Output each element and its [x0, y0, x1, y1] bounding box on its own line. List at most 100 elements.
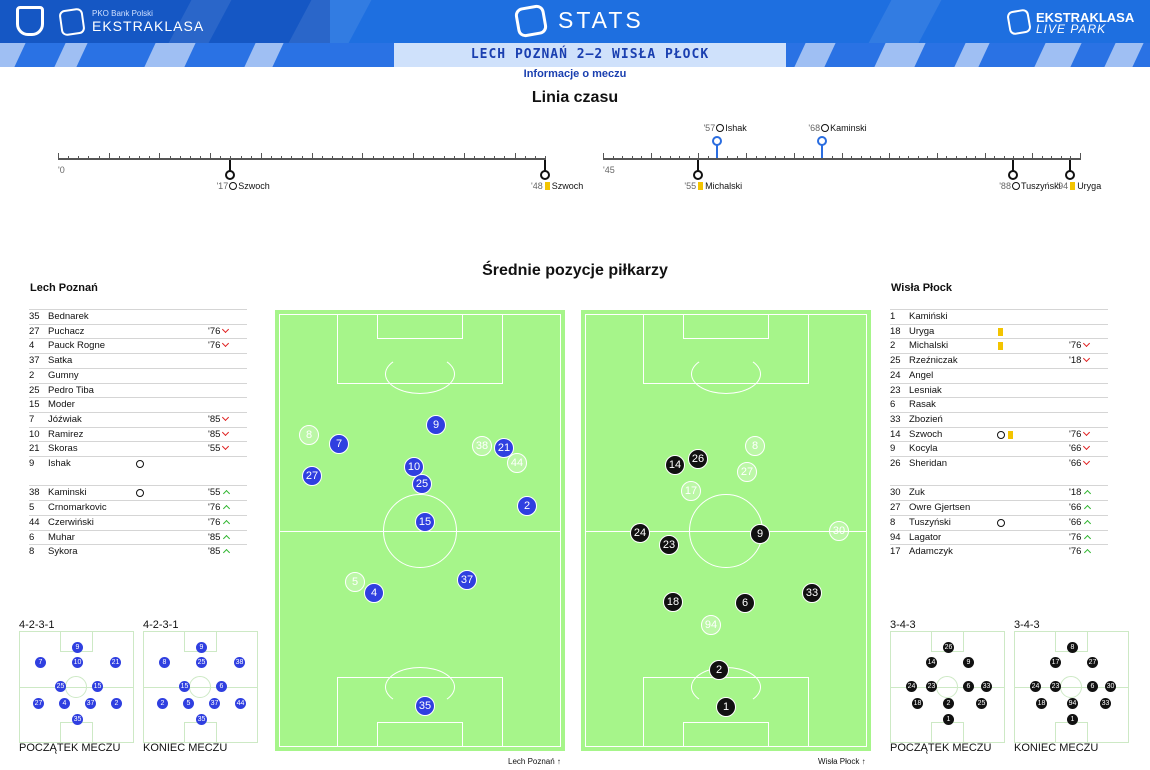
- player-position-marker[interactable]: 38: [472, 436, 492, 456]
- formation-player-marker[interactable]: 17: [1050, 657, 1061, 668]
- roster-row[interactable]: 33 Zbozień: [890, 411, 1108, 427]
- roster-row[interactable]: 15 Moder: [29, 397, 247, 412]
- player-position-marker[interactable]: 9: [426, 415, 446, 435]
- formation-player-marker[interactable]: 33: [1100, 698, 1111, 709]
- formation-player-marker[interactable]: 2: [157, 698, 168, 709]
- player-position-marker[interactable]: 26: [688, 449, 708, 469]
- stats-title[interactable]: STATS: [558, 7, 644, 33]
- timeline-event-pin[interactable]: [817, 136, 828, 146]
- formation-player-marker[interactable]: 9: [963, 657, 974, 668]
- player-position-marker[interactable]: 18: [663, 592, 683, 612]
- timeline-event-pin[interactable]: [225, 170, 236, 180]
- timeline-event-pin[interactable]: [1008, 170, 1019, 180]
- timeline-event-label[interactable]: '94 Uryga: [1056, 181, 1101, 191]
- formation-player-marker[interactable]: 18: [912, 698, 923, 709]
- roster-row[interactable]: 27 Owre Gjertsen '66: [890, 500, 1108, 515]
- roster-row[interactable]: 94 Lagator '76: [890, 529, 1108, 545]
- player-position-marker[interactable]: 9: [750, 524, 770, 544]
- player-position-marker[interactable]: 37: [457, 570, 477, 590]
- roster-row[interactable]: 14 Szwoch '76: [890, 426, 1108, 442]
- player-position-marker[interactable]: 7: [329, 434, 349, 454]
- player-position-marker[interactable]: 25: [412, 474, 432, 494]
- timeline-event-label[interactable]: '88 Tuszyński: [999, 181, 1060, 191]
- roster-row[interactable]: 10 Ramirez '85: [29, 426, 247, 442]
- player-position-marker[interactable]: 33: [802, 583, 822, 603]
- player-position-marker[interactable]: 94: [701, 615, 721, 635]
- timeline-event-pin[interactable]: [693, 170, 704, 180]
- player-position-marker[interactable]: 2: [709, 660, 729, 680]
- roster-row[interactable]: 26 Sheridan '66: [890, 456, 1108, 471]
- formation-player-marker[interactable]: 4: [59, 698, 70, 709]
- roster-row[interactable]: 6 Muhar '85: [29, 529, 247, 545]
- player-position-marker[interactable]: 24: [630, 523, 650, 543]
- roster-row[interactable]: 8 Sykora '85: [29, 544, 247, 559]
- player-position-marker[interactable]: 5: [345, 572, 365, 592]
- pko-logo-icon[interactable]: [16, 6, 44, 36]
- timeline-event-pin[interactable]: [540, 170, 550, 180]
- player-position-marker[interactable]: 23: [659, 535, 679, 555]
- roster-row[interactable]: 8 Tuszyński '66: [890, 514, 1108, 530]
- player-position-marker[interactable]: 27: [737, 462, 757, 482]
- formation-player-marker[interactable]: 1: [943, 714, 954, 725]
- roster-row[interactable]: 7 Jóźwiak '85: [29, 411, 247, 427]
- timeline-event-label[interactable]: '17 Szwoch: [216, 181, 269, 191]
- player-position-marker[interactable]: 8: [299, 425, 319, 445]
- player-position-marker[interactable]: 14: [665, 455, 685, 475]
- roster-row[interactable]: 9 Ishak: [29, 456, 247, 471]
- formation-player-marker[interactable]: 27: [1087, 657, 1098, 668]
- formation-player-marker[interactable]: 23: [1050, 681, 1061, 692]
- formation-player-marker[interactable]: 33: [981, 681, 992, 692]
- player-position-marker[interactable]: 10: [404, 457, 424, 477]
- player-position-marker[interactable]: 8: [745, 436, 765, 456]
- player-position-marker[interactable]: 15: [415, 512, 435, 532]
- roster-row[interactable]: 24 Angel: [890, 367, 1108, 383]
- formation-player-marker[interactable]: 25: [196, 657, 207, 668]
- roster-row[interactable]: 9 Kocyla '66: [890, 441, 1108, 456]
- player-position-marker[interactable]: 44: [507, 453, 527, 473]
- formation-player-marker[interactable]: 26: [943, 642, 954, 653]
- formation-player-marker[interactable]: 30: [1105, 681, 1116, 692]
- formation-player-marker[interactable]: 25: [55, 681, 66, 692]
- formation-player-marker[interactable]: 38: [234, 657, 245, 668]
- formation-player-marker[interactable]: 5: [183, 698, 194, 709]
- formation-player-marker[interactable]: 24: [906, 681, 917, 692]
- timeline-event-pin[interactable]: [1065, 170, 1076, 180]
- formation-player-marker[interactable]: 27: [33, 698, 44, 709]
- formation-player-marker[interactable]: 35: [72, 714, 83, 725]
- roster-row[interactable]: 25 Rzeźniczak '18: [890, 353, 1108, 368]
- roster-row[interactable]: 37 Satka: [29, 353, 247, 368]
- stats-logo-icon[interactable]: [513, 3, 549, 39]
- formation-player-marker[interactable]: 8: [1067, 642, 1078, 653]
- timeline-event-label[interactable]: '57 Ishak: [703, 123, 746, 133]
- timeline-event-label[interactable]: '68 Kaminski: [808, 123, 866, 133]
- formation-player-marker[interactable]: 2: [111, 698, 122, 709]
- roster-row[interactable]: 21 Skoras '55: [29, 441, 247, 456]
- timeline-event-label[interactable]: '55 Michalski: [684, 181, 742, 191]
- player-position-marker[interactable]: 17: [681, 481, 701, 501]
- roster-row[interactable]: 2 Michalski '76: [890, 338, 1108, 353]
- roster-row[interactable]: 30 Zuk '18: [890, 485, 1108, 500]
- roster-row[interactable]: 4 Pauck Rogne '76: [29, 338, 247, 353]
- formation-player-marker[interactable]: 94: [1067, 698, 1078, 709]
- formation-player-marker[interactable]: 24: [1030, 681, 1041, 692]
- roster-row[interactable]: 5 Crnomarkovic '76: [29, 500, 247, 515]
- roster-row[interactable]: 38 Kaminski '55: [29, 485, 247, 500]
- formation-player-marker[interactable]: 15: [92, 681, 103, 692]
- player-position-marker[interactable]: 4: [364, 583, 384, 603]
- player-position-marker[interactable]: 30: [829, 521, 849, 541]
- ekstraklasa-logo-icon[interactable]: [58, 7, 86, 37]
- player-position-marker[interactable]: 2: [517, 496, 537, 516]
- formation-player-marker[interactable]: 6: [963, 681, 974, 692]
- formation-player-marker[interactable]: 14: [926, 657, 937, 668]
- roster-row[interactable]: 23 Lesniak: [890, 382, 1108, 398]
- formation-player-marker[interactable]: 44: [235, 698, 246, 709]
- formation-player-marker[interactable]: 25: [976, 698, 987, 709]
- formation-player-marker[interactable]: 37: [85, 698, 96, 709]
- formation-player-marker[interactable]: 9: [72, 642, 83, 653]
- formation-player-marker[interactable]: 7: [35, 657, 46, 668]
- formation-player-marker[interactable]: 37: [209, 698, 220, 709]
- match-info-link[interactable]: Informacje o meczu: [523, 68, 627, 80]
- player-position-marker[interactable]: 21: [494, 438, 514, 458]
- formation-player-marker[interactable]: 21: [110, 657, 121, 668]
- player-position-marker[interactable]: 35: [415, 696, 435, 716]
